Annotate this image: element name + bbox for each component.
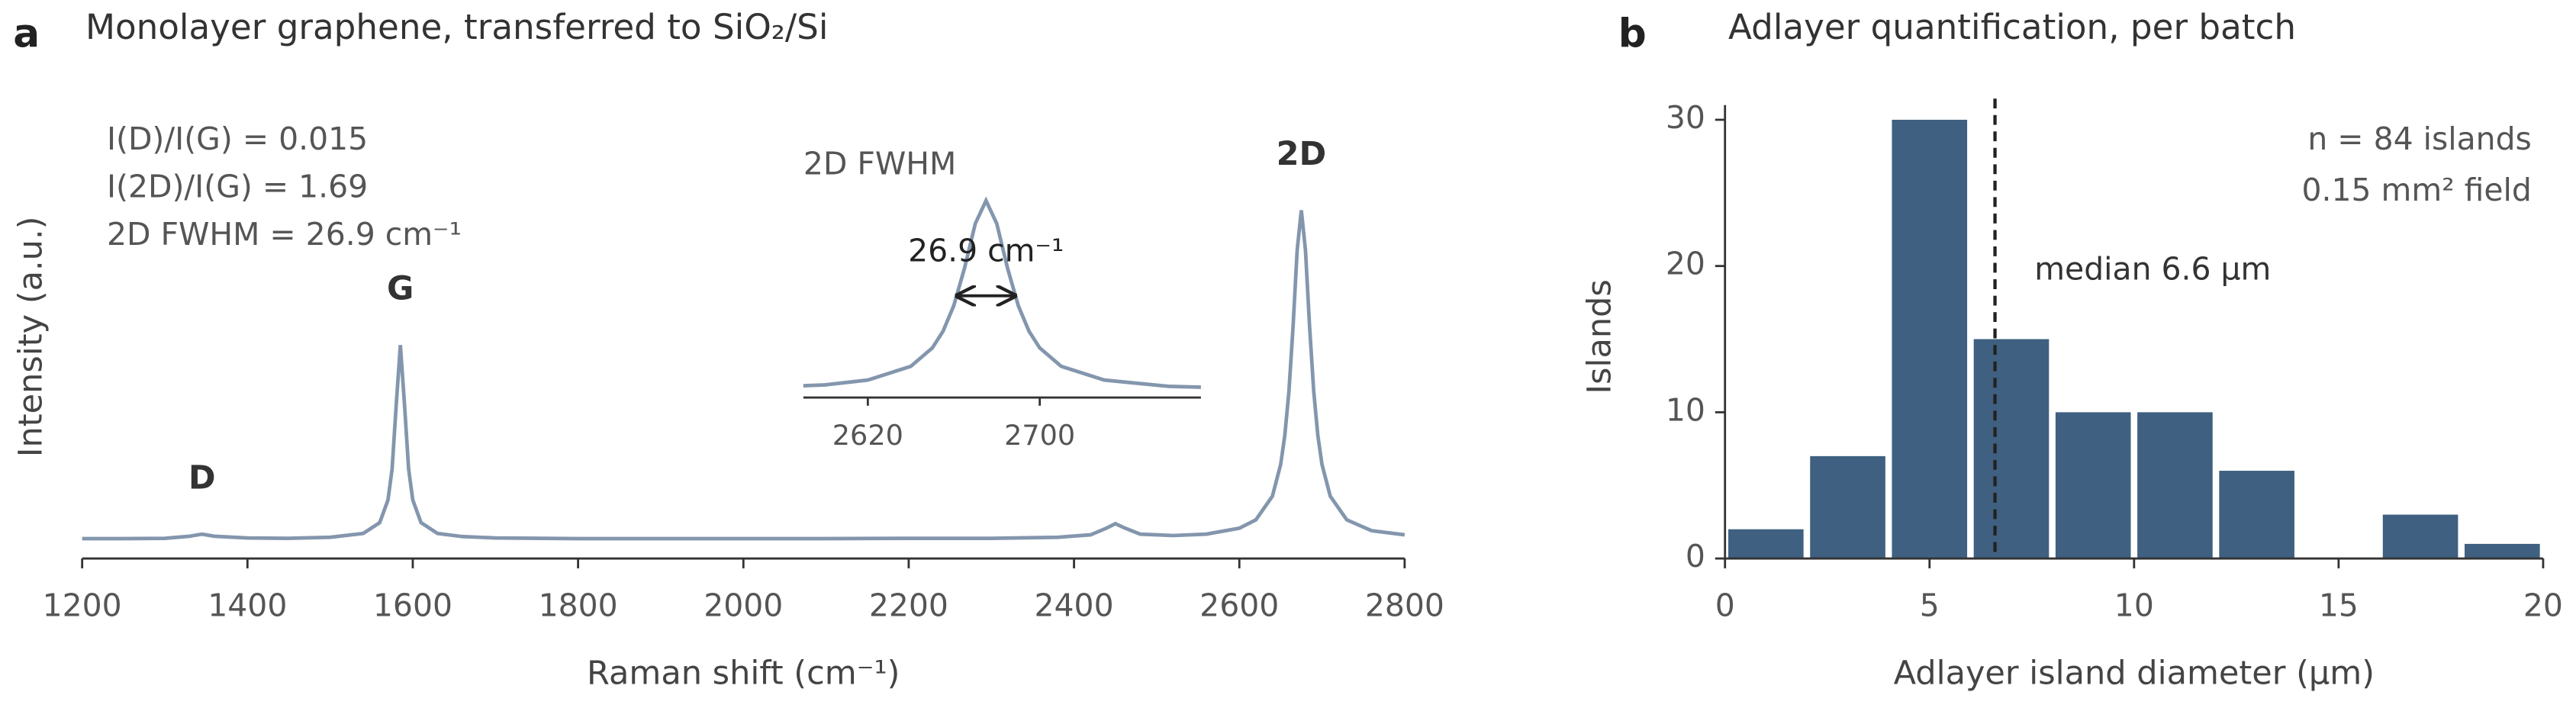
histogram-bar xyxy=(2137,412,2213,559)
panel-label: b xyxy=(1618,11,1647,56)
x-tick-label: 2600 xyxy=(1199,587,1279,624)
panel-label: a xyxy=(13,11,40,56)
inset-tick-label: 2620 xyxy=(832,419,903,452)
histogram-bar xyxy=(2382,514,2458,559)
histogram-bar xyxy=(1973,339,2050,559)
peak-label: 2D xyxy=(1277,135,1327,173)
histogram-bar xyxy=(1810,455,1885,559)
y-tick-label: 20 xyxy=(1666,246,1705,282)
annotation: I(2D)/I(G) = 1.69 xyxy=(107,169,368,205)
x-axis-label: Adlayer island diameter (μm) xyxy=(1894,654,2375,692)
annotation: n = 84 islands xyxy=(2307,121,2531,157)
histogram-bar xyxy=(2465,543,2540,559)
x-tick-label: 1400 xyxy=(208,587,287,624)
inset-line xyxy=(803,196,1201,389)
x-tick-label: 0 xyxy=(1715,587,1735,624)
annotation: I(D)/I(G) = 0.015 xyxy=(107,121,368,157)
y-axis-label: Intensity (a.u.) xyxy=(12,217,50,458)
annotation: 0.15 mm² field xyxy=(2302,172,2532,208)
annotation: 2D FWHM = 26.9 cm⁻¹ xyxy=(107,216,462,253)
chart-title: Monolayer graphene, transferred to SiO₂/… xyxy=(85,7,828,47)
y-axis-label: Islands xyxy=(1581,279,1619,394)
x-tick-label: 15 xyxy=(2319,587,2359,624)
inset-title: 2D FWHM xyxy=(803,145,956,182)
spectrum-line xyxy=(82,210,1406,541)
y-tick-label: 10 xyxy=(1666,391,1705,428)
x-tick-label: 2200 xyxy=(869,587,948,624)
x-tick-label: 1200 xyxy=(43,587,122,624)
inset-plot xyxy=(803,196,1201,389)
histogram-bar xyxy=(1728,529,1804,559)
x-tick-label: 20 xyxy=(2523,587,2563,624)
x-tick-label: 1600 xyxy=(373,587,452,624)
histogram-bar xyxy=(2055,412,2131,559)
x-tick-label: 5 xyxy=(1920,587,1940,624)
median-label: median 6.6 μm xyxy=(2034,250,2271,287)
fwhm-label: 26.9 cm⁻¹ xyxy=(908,233,1064,269)
chart-title: Adlayer quantification, per batch xyxy=(1728,7,2296,47)
peak-label: G xyxy=(387,270,414,308)
y-tick-label: 0 xyxy=(1686,538,1705,574)
x-tick-label: 2000 xyxy=(704,587,783,624)
x-axis-label: Raman shift (cm⁻¹) xyxy=(587,654,900,692)
x-tick-label: 10 xyxy=(2114,587,2154,624)
x-tick-label: 2400 xyxy=(1035,587,1114,624)
y-tick-label: 30 xyxy=(1666,99,1705,136)
histogram-bar xyxy=(2219,471,2294,559)
x-tick-label: 1800 xyxy=(539,587,618,624)
x-tick-label: 2800 xyxy=(1365,587,1444,624)
histogram-bar xyxy=(1892,119,1968,559)
peak-label: D xyxy=(188,459,216,497)
inset-tick-label: 2700 xyxy=(1004,419,1075,452)
